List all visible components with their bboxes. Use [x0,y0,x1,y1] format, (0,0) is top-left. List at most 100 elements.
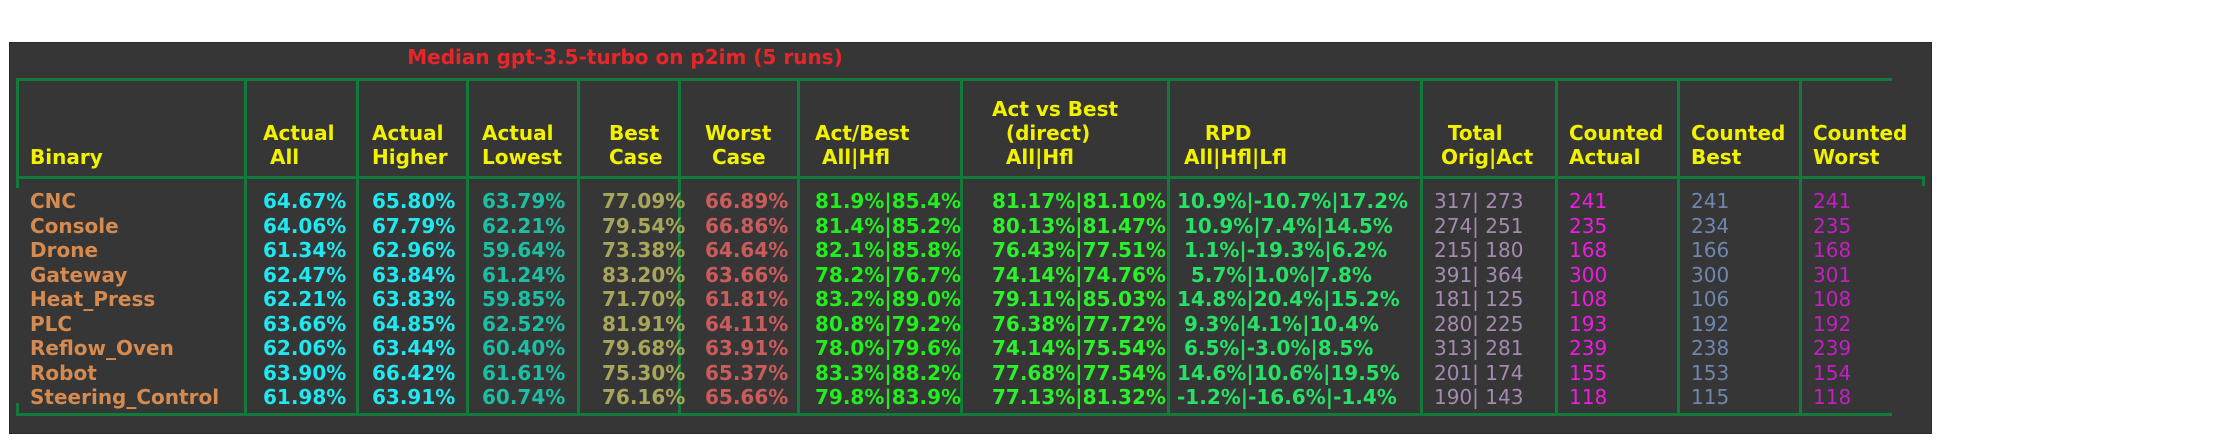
header-best-case: Best [602,121,660,145]
rule-left-bottom [16,403,19,416]
cell-binary: Drone [30,238,99,262]
cell-best-case: 73.38% [602,238,686,262]
header-act-vs-best: (direct) [992,121,1091,145]
cell-actual-lowest: 60.40% [482,336,566,360]
rule-bottom [16,413,1892,416]
header-actual-lowest: Actual [482,121,554,145]
header-act-best: All|Hfl [815,145,891,169]
header-counted-best: Best [1691,145,1742,169]
results-table-panel: Median gpt-3.5-turbo on p2im (5 runs) Bi… [9,42,1932,434]
cell-best-case: 83.20% [602,262,686,287]
cell-act-best: 83.2%|89.0% [815,287,962,311]
cell-counted-best: 166 [1691,238,1730,262]
cell-counted-worst: 235 [1813,213,1852,238]
cell-total: 215| 180 [1434,238,1524,262]
cell-actual-higher: 63.91% [372,385,456,409]
cell-act-vs-best: 81.17%|81.10% [992,189,1166,213]
cell-actual-higher: 64.85% [372,311,456,336]
cell-counted-best: 234 [1691,213,1730,238]
cell-act-vs-best: 77.68%|77.54% [992,360,1166,385]
cell-counted-best: 153 [1691,360,1730,385]
header-total: Orig|Act [1434,145,1534,169]
header-worst-case: Case [705,145,766,169]
cell-actual-lowest: 60.74% [482,385,566,409]
cell-binary: Heat_Press [30,287,156,311]
cell-worst-case: 64.64% [705,238,789,262]
column-separator [797,78,800,416]
cell-binary: Gateway [30,262,128,287]
column-separator [1167,78,1170,416]
cell-counted-best: 192 [1691,311,1730,336]
column-separator [244,78,247,416]
cell-act-best: 82.1%|85.8% [815,238,962,262]
cell-total: 190| 143 [1434,385,1524,409]
cell-best-case: 79.54% [602,213,686,238]
cell-actual-all: 62.21% [263,287,347,311]
cell-act-best: 83.3%|88.2% [815,360,962,385]
cell-act-vs-best: 80.13%|81.47% [992,213,1166,238]
cell-actual-lowest: 62.21% [482,213,566,238]
cell-actual-all: 62.47% [263,262,347,287]
cell-counted-best: 115 [1691,385,1730,409]
header-total: Total [1434,121,1503,145]
header-actual-lowest: Lowest [482,145,562,169]
cell-actual-all: 63.90% [263,360,347,385]
cell-act-vs-best: 79.11%|85.03% [992,287,1166,311]
cell-rpd: 14.6%|10.6%|19.5% [1177,360,1400,385]
cell-worst-case: 63.66% [705,262,789,287]
cell-total: 181| 125 [1434,287,1524,311]
cell-act-best: 78.0%|79.6% [815,336,962,360]
cell-counted-worst: 154 [1813,360,1852,385]
cell-best-case: 71.70% [602,287,686,311]
cell-total: 201| 174 [1434,360,1524,385]
cell-binary: CNC [30,189,77,213]
cell-counted-actual: 168 [1569,238,1608,262]
cell-counted-best: 106 [1691,287,1730,311]
cell-rpd: 14.8%|20.4%|15.2% [1177,287,1400,311]
cell-counted-worst: 118 [1813,385,1852,409]
cell-counted-best: 300 [1691,262,1730,287]
column-separator [1799,78,1802,416]
column-separator [678,78,681,416]
cell-act-vs-best: 76.38%|77.72% [992,311,1166,336]
cell-counted-actual: 108 [1569,287,1608,311]
cell-binary: Console [30,213,119,238]
cell-worst-case: 64.11% [705,311,789,336]
header-worst-case: Worst [705,121,772,145]
cell-total: 313| 281 [1434,336,1524,360]
rule-header [16,176,1922,179]
cell-act-best: 78.2%|76.7% [815,262,962,287]
cell-rpd: 6.5%|-3.0%|8.5% [1177,336,1374,360]
cell-counted-worst: 192 [1813,311,1852,336]
cell-rpd: 9.3%|4.1%|10.4% [1177,311,1379,336]
cell-actual-lowest: 59.64% [482,238,566,262]
cell-best-case: 81.91% [602,311,686,336]
header-best-case: Case [602,145,663,169]
cell-actual-lowest: 63.79% [482,189,566,213]
header-act-vs-best: All|Hfl [992,145,1074,169]
header-counted-actual: Counted [1569,121,1664,145]
cell-counted-actual: 241 [1569,189,1608,213]
cell-rpd: 1.1%|-19.3%|6.2% [1177,238,1388,262]
cell-actual-all: 61.34% [263,238,347,262]
header-actual-higher: Higher [372,145,448,169]
cell-total: 274| 251 [1434,213,1524,238]
cell-actual-higher: 62.96% [372,238,456,262]
cell-counted-best: 241 [1691,189,1730,213]
cell-actual-all: 61.98% [263,385,347,409]
cell-best-case: 77.09% [602,189,686,213]
cell-act-best: 80.8%|79.2% [815,311,962,336]
column-separator [356,78,359,416]
cell-actual-higher: 63.84% [372,262,456,287]
cell-rpd: 5.7%|1.0%|7.8% [1177,262,1372,287]
column-separator [1420,78,1423,416]
cell-actual-lowest: 62.52% [482,311,566,336]
cell-act-best: 81.9%|85.4% [815,189,962,213]
cell-actual-all: 64.06% [263,213,347,238]
cell-actual-lowest: 61.24% [482,262,566,287]
cell-counted-worst: 239 [1813,336,1852,360]
cell-rpd: 10.9%|7.4%|14.5% [1177,213,1393,238]
cell-worst-case: 65.66% [705,385,789,409]
cell-binary: Robot [30,360,97,385]
cell-actual-lowest: 61.61% [482,360,566,385]
